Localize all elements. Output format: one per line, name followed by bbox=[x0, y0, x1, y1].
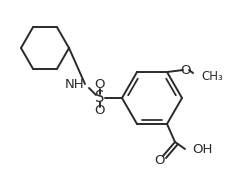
Text: O: O bbox=[94, 78, 105, 91]
Text: OH: OH bbox=[191, 143, 211, 156]
Text: O: O bbox=[94, 104, 105, 117]
Text: CH₃: CH₃ bbox=[200, 70, 222, 83]
Text: O: O bbox=[180, 63, 191, 76]
Text: O: O bbox=[154, 154, 164, 167]
Text: NH: NH bbox=[64, 77, 84, 90]
Text: S: S bbox=[95, 90, 104, 106]
